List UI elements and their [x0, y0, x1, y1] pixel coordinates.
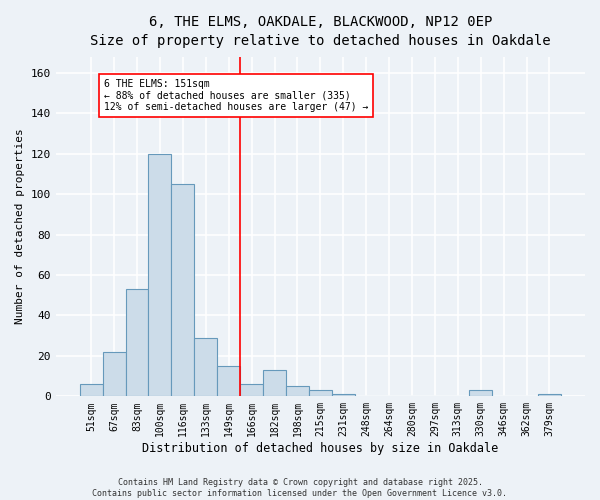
Bar — [80, 384, 103, 396]
Text: 6 THE ELMS: 151sqm
← 88% of detached houses are smaller (335)
12% of semi-detach: 6 THE ELMS: 151sqm ← 88% of detached hou… — [104, 79, 368, 112]
Bar — [194, 338, 217, 396]
Bar — [538, 394, 561, 396]
Bar — [217, 366, 240, 396]
Bar — [103, 352, 125, 397]
Bar — [286, 386, 309, 396]
Bar — [309, 390, 332, 396]
Title: 6, THE ELMS, OAKDALE, BLACKWOOD, NP12 0EP
Size of property relative to detached : 6, THE ELMS, OAKDALE, BLACKWOOD, NP12 0E… — [90, 15, 551, 48]
Bar — [332, 394, 355, 396]
Text: Contains HM Land Registry data © Crown copyright and database right 2025.
Contai: Contains HM Land Registry data © Crown c… — [92, 478, 508, 498]
Bar — [240, 384, 263, 396]
Bar — [172, 184, 194, 396]
Bar — [263, 370, 286, 396]
Bar — [469, 390, 492, 396]
Bar — [125, 289, 148, 397]
Y-axis label: Number of detached properties: Number of detached properties — [15, 128, 25, 324]
Bar — [148, 154, 172, 396]
X-axis label: Distribution of detached houses by size in Oakdale: Distribution of detached houses by size … — [142, 442, 499, 455]
